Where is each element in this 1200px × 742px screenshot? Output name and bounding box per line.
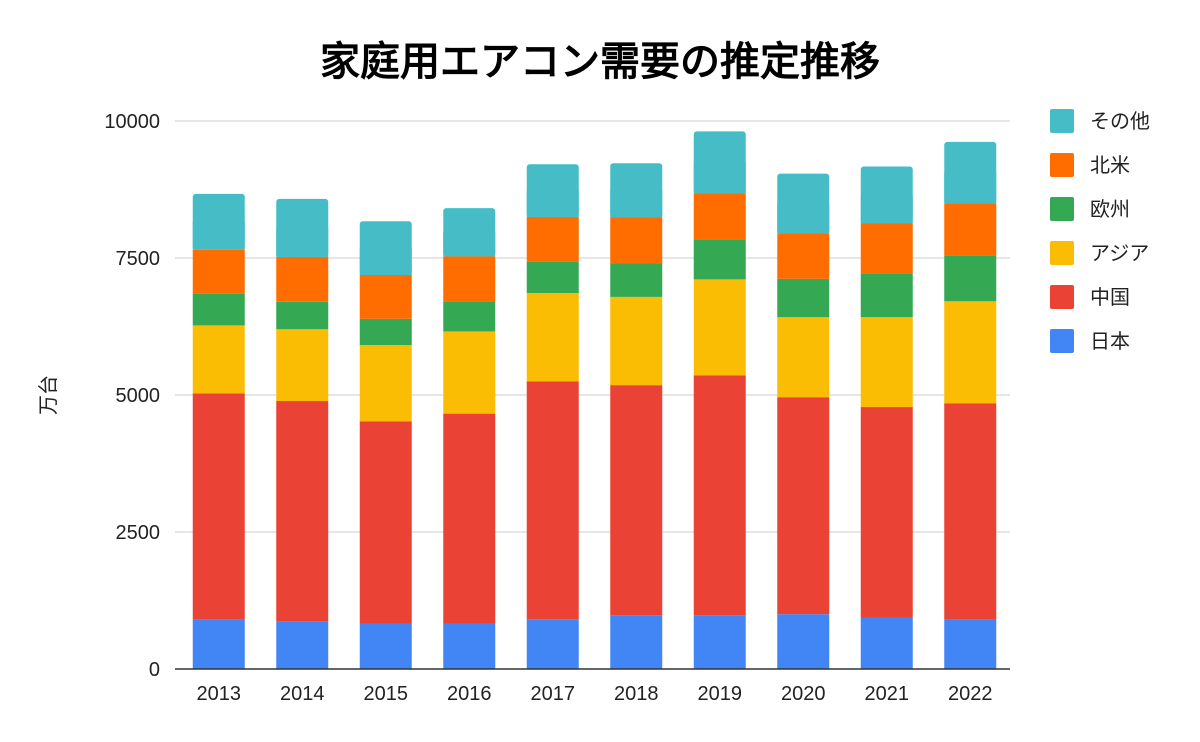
bar-segment-fill — [860, 194, 913, 224]
y-tick-label: 0 — [149, 659, 160, 681]
bar-segment — [693, 239, 746, 280]
bar-segment-fill — [443, 232, 496, 257]
bar-segment — [276, 401, 329, 622]
bar-segment — [192, 619, 245, 669]
bar-segment-fill — [359, 248, 412, 275]
bar-segment — [860, 617, 913, 669]
bar-segment — [860, 407, 913, 618]
bar-segment — [359, 421, 412, 624]
x-tick-label: 2022 — [948, 683, 993, 705]
bar-segment — [777, 278, 830, 318]
bar-segment — [359, 274, 412, 319]
legend-label: 日本 — [1090, 329, 1130, 353]
bar-segment — [944, 255, 997, 302]
y-tick-label: 7500 — [116, 248, 161, 270]
x-tick-label: 2019 — [698, 683, 743, 705]
legend-label: アジア — [1090, 241, 1149, 265]
bar-segment — [443, 331, 496, 414]
bar-segment — [192, 249, 245, 294]
x-tick-label: 2017 — [531, 683, 576, 705]
bar-segment — [526, 381, 579, 620]
bar-segment — [526, 261, 579, 294]
bars — [192, 131, 997, 669]
bar-segment — [777, 233, 830, 279]
bar-segment — [944, 403, 997, 620]
bar-segment-fill — [526, 190, 579, 217]
bar-segment — [610, 217, 663, 264]
bar-segment-fill — [276, 227, 329, 257]
bar-segment-fill — [192, 221, 245, 250]
bar-segment — [693, 375, 746, 616]
bar-segment — [359, 623, 412, 669]
bar-segment — [359, 318, 412, 346]
legend-label: 中国 — [1090, 285, 1130, 309]
bar-segment — [276, 329, 329, 402]
y-axis-ticks: 0 2500 5000 7500 10000 — [104, 111, 160, 681]
x-tick-label: 2018 — [614, 683, 659, 705]
legend-swatch — [1050, 285, 1074, 309]
bar-segment — [944, 301, 997, 404]
bar-segment — [777, 317, 830, 398]
x-tick-label: 2016 — [447, 683, 492, 705]
bar-segment — [777, 397, 830, 615]
legend-swatch — [1050, 197, 1074, 221]
bar-segment — [526, 619, 579, 669]
chart-title: 家庭用エアコン需要の推定推移 — [320, 39, 880, 85]
bar-segment — [860, 273, 913, 318]
bar-segment — [443, 413, 496, 624]
x-tick-label: 2013 — [197, 683, 242, 705]
legend-swatch — [1050, 241, 1074, 265]
bar-segment — [192, 325, 245, 394]
bar-segment — [276, 621, 329, 669]
x-tick-label: 2015 — [364, 683, 409, 705]
bar-segment — [944, 619, 997, 669]
bar-segment — [610, 263, 663, 297]
bar-segment — [192, 393, 245, 620]
bar-segment — [276, 301, 329, 330]
bar-segment — [944, 203, 997, 256]
x-tick-label: 2020 — [781, 683, 826, 705]
y-axis-label: 万台 — [36, 375, 60, 415]
bar-segment — [526, 293, 579, 382]
bar-segment — [777, 614, 830, 669]
bar-segment — [610, 385, 663, 616]
bar-segment — [192, 293, 245, 326]
x-tick-label: 2021 — [865, 683, 910, 705]
y-tick-label: 10000 — [104, 111, 160, 133]
legend-label: 欧州 — [1090, 197, 1130, 221]
bar-segment — [610, 296, 663, 386]
legend-swatch — [1050, 109, 1074, 133]
bar-segment — [276, 256, 329, 302]
legend-swatch — [1050, 329, 1074, 353]
legend-swatch — [1050, 153, 1074, 177]
bar-segment-fill — [693, 162, 746, 194]
y-tick-label: 5000 — [116, 385, 161, 407]
bar-segment — [693, 279, 746, 376]
bar-segment-fill — [610, 190, 663, 218]
x-tick-label: 2014 — [280, 683, 325, 705]
bar-segment — [860, 223, 913, 274]
bar-segment — [443, 301, 496, 332]
bar-segment — [610, 615, 663, 669]
bar-segment — [443, 623, 496, 669]
x-axis-ticks: 2013 2014 2015 2016 2017 2018 2019 2020 2021 2022 — [197, 683, 993, 705]
bar-segment — [526, 216, 579, 262]
legend-label: 北米 — [1090, 153, 1130, 177]
bar-segment — [693, 193, 746, 240]
y-tick-label: 2500 — [116, 522, 161, 544]
legend-label: その他 — [1090, 109, 1150, 133]
bar-segment — [693, 615, 746, 669]
bar-segment-fill — [944, 172, 997, 204]
bar-segment — [359, 345, 412, 422]
bar-segment-fill — [777, 203, 830, 234]
bar-segment — [443, 256, 496, 302]
bar-segment — [860, 317, 913, 408]
